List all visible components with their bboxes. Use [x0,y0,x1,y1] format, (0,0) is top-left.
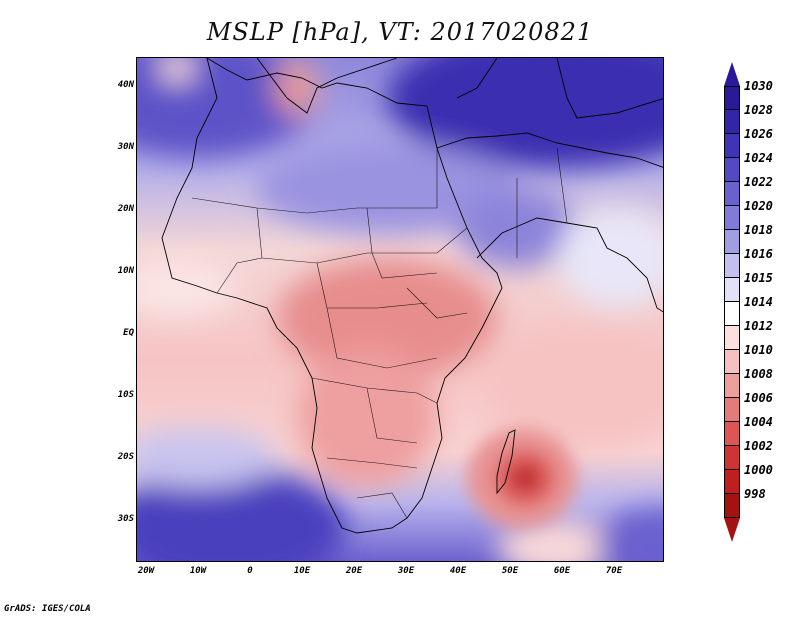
colorbar-swatch [724,230,740,254]
colorbar-label: 1028 [744,103,773,117]
colorbar-label: 1018 [744,223,773,237]
colorbar-arrow-top [724,62,740,86]
colorbar-label: 1015 [744,271,773,285]
colorbar-swatch [724,374,740,398]
colorbar-label: 1016 [744,247,773,261]
y-tick-10s: 10S [117,390,134,400]
x-tick-70e: 70E [605,566,623,576]
colorbar-swatch [724,398,740,422]
colorbar-swatch [724,494,740,518]
colorbar-swatch [724,302,740,326]
coastlines [161,58,663,534]
footer-credit: GrADS: IGES/COLA [4,604,91,614]
y-tick-30s: 30S [117,514,134,524]
colorbar-swatch [724,158,740,182]
y-tick-10n: 10N [117,266,134,276]
colorbar-label: 1022 [744,175,773,189]
y-tick-20s: 20S [117,452,134,462]
x-tick-20e: 20E [345,566,363,576]
colorbar-swatch [724,470,740,494]
colorbar-arrow-bottom [724,518,740,542]
colorbar-swatch [724,326,740,350]
x-tick-20w: 20W [137,566,155,576]
x-tick-50e: 50E [501,566,519,576]
colorbar-swatch [724,446,740,470]
colorbar-label: 1006 [744,391,773,405]
x-tick-60e: 60E [553,566,571,576]
colorbar-swatch [724,422,740,446]
colorbar-swatch [724,182,740,206]
colorbar-label: 1008 [744,367,773,381]
pressure-map [136,57,664,562]
colorbar-label: 1024 [744,151,773,165]
y-tick-20n: 20N [117,204,134,214]
map-canvas [137,58,663,561]
y-tick-eq: EQ [123,328,134,338]
colorbar-boxes [724,86,740,518]
y-tick-30n: 30N [117,142,134,152]
x-tick-40e: 40E [449,566,467,576]
colorbar-swatch [724,134,740,158]
colorbar-swatch [724,278,740,302]
y-tick-40n: 40N [117,80,134,90]
colorbar-label: 1000 [744,463,773,477]
colorbar-label: 1002 [744,439,773,453]
colorbar-swatch [724,350,740,374]
pressure-field-blobs [137,58,663,561]
colorbar-label: 1030 [744,79,773,93]
x-tick-10w: 10W [189,566,207,576]
x-tick-0: 0 [247,566,253,576]
colorbar-label: 1026 [744,127,773,141]
colorbar-label: 1004 [744,415,773,429]
colorbar-label: 1010 [744,343,773,357]
colorbar-label: 1020 [744,199,773,213]
colorbar-label: 1012 [744,319,773,333]
colorbar-swatch [724,206,740,230]
x-tick-30e: 30E [397,566,415,576]
x-tick-10e: 10E [293,566,311,576]
map-title: MSLP [hPa], VT: 2017020821 [206,18,594,46]
low-pressure-center [467,428,577,528]
colorbar-swatch [724,254,740,278]
colorbar-swatch [724,110,740,134]
colorbar-label: 1014 [744,295,773,309]
country-borders [191,147,568,519]
colorbar [724,62,740,542]
colorbar-label: 998 [744,487,766,501]
colorbar-swatch [724,86,740,110]
